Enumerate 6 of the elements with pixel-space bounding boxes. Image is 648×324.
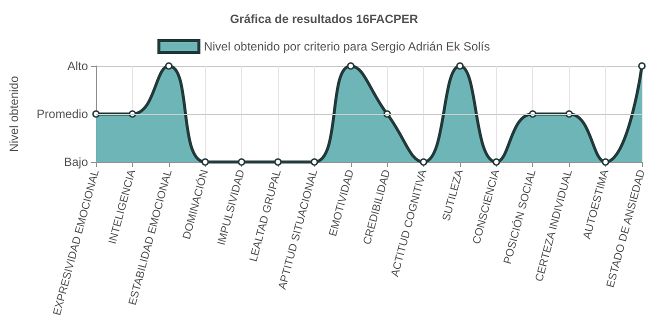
text: Bajo bbox=[64, 155, 88, 169]
text: Alto bbox=[67, 59, 88, 73]
ref-line-label: Promedio bbox=[36, 107, 88, 121]
legend-label: Nivel obtenido por criterio para Sergio Adrián Ek Solís bbox=[204, 40, 490, 54]
y-axis-title: Nivel obtenido bbox=[7, 76, 21, 152]
chart-title: Gráfica de resultados 16FACPER bbox=[230, 12, 418, 26]
